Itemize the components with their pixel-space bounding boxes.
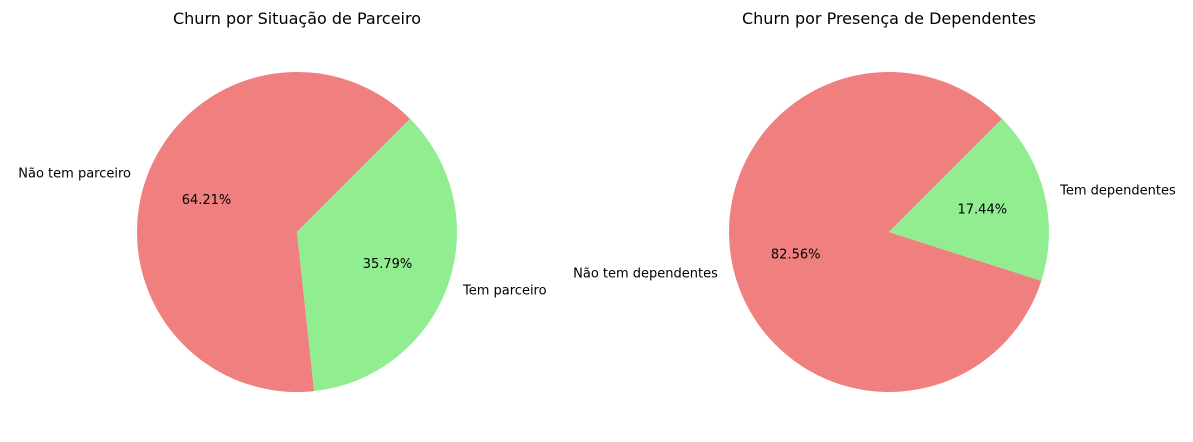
pie-slice-not-partner [137, 72, 411, 393]
pct-label-no-dependents: 82.56% [771, 248, 821, 263]
slice-label-no-dependents: Não tem dependentes [573, 266, 718, 281]
pie-slice-no-dependents [728, 71, 1042, 392]
chart-title-partner: Churn por Situação de Parceiro [173, 9, 421, 28]
pie-chart-partner: Churn por Situação de Parceiro 64.21% Não… [18, 9, 547, 393]
slice-label-not-partner: Não tem parceiro [18, 167, 131, 182]
pie-slice-partner [297, 118, 458, 392]
slice-label-partner: Tem parceiro [462, 284, 547, 299]
pct-label-partner: 35.79% [363, 257, 413, 272]
pct-label-dependents: 17.44% [958, 202, 1008, 217]
slice-label-dependents: Tem dependentes [1059, 184, 1176, 199]
pie-chart-dependents: Churn por Presença de Dependentes 82.56%… [573, 9, 1176, 392]
chart-title-dependents: Churn por Presença de Dependentes [742, 9, 1036, 28]
pie-slice-dependents [889, 118, 1049, 281]
pct-label-not-partner: 64.21% [182, 193, 232, 208]
